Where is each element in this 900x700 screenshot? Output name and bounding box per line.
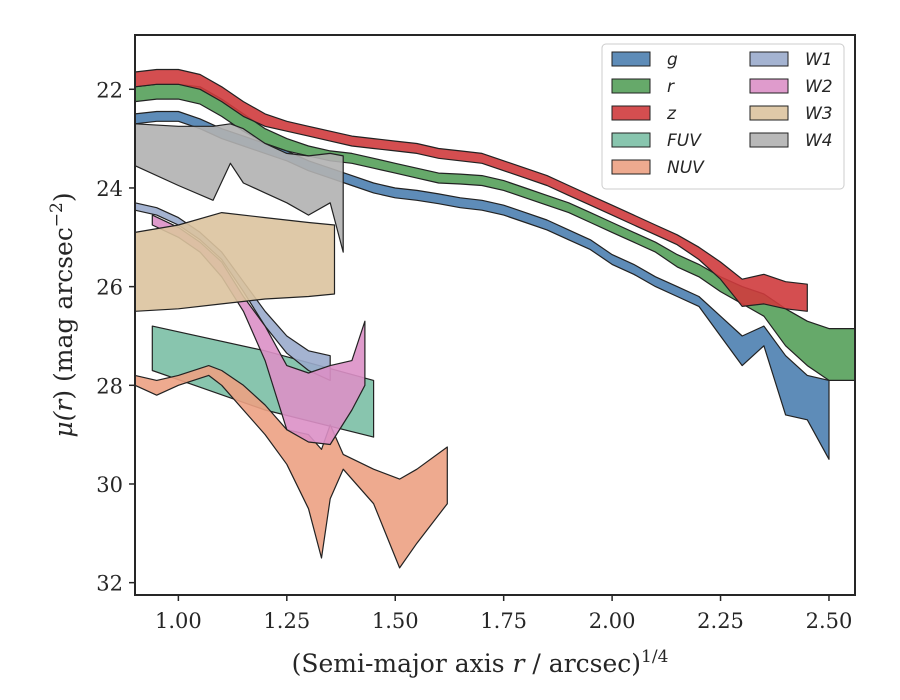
legend-swatch-w4 [749,132,789,148]
y-tick-label: 28 [96,374,123,398]
series-area-nuv [134,365,448,569]
series-area-g [134,110,830,460]
x-tick-label: 1.50 [372,609,419,633]
legend-label-w1: W1 [805,50,833,70]
y-axis-title-mu: μ( [49,410,78,437]
x-tick-label: 1.00 [155,609,202,633]
legend-swatch-w3 [749,105,789,121]
legend-swatch-r [611,78,651,94]
legend-label-nuv: NUV [667,158,705,178]
legend-swatch-g [611,51,651,67]
legend-swatch-w2 [749,78,789,94]
x-tick-label: 1.75 [480,609,527,633]
legend-label-z: z [666,104,677,124]
x-axis-title-var: r [513,649,527,678]
y-axis-title-mid: ) (mag arcsec [49,227,78,400]
legend-label-w2: W2 [805,77,833,97]
legend-swatch-w1 [749,51,789,67]
x-axis-title-unit: / arcsec) [524,649,641,678]
series-area-w4 [134,123,344,253]
y-tick-label: 22 [96,78,123,102]
series-area-w3 [134,212,336,312]
y-tick-label: 24 [96,177,123,201]
x-tick-label: 2.00 [589,609,636,633]
y-axis-title-end: ) [49,192,78,202]
legend-label-w3: W3 [805,104,833,124]
series-areas [134,68,856,569]
y-tick-label: 26 [96,276,123,300]
x-tick-label: 1.25 [263,609,310,633]
legend-swatch-fuv [611,132,651,148]
x-axis-ticks: 1.00 1.25 1.50 1.75 2.00 2.25 2.50 [155,595,852,633]
y-tick-label: 30 [96,473,123,497]
legend: grz FUV NUV W1 W2 W3 W4 [601,43,845,190]
legend-label-g: g [667,50,678,70]
legend-label-w4: W4 [805,131,833,151]
x-axis-title-sup: 1/4 [641,647,668,667]
x-axis-title: (Semi-major axis r / arcsec)1/4 [292,647,669,678]
y-axis-title-var: r [49,398,78,412]
x-axis-title-main: (Semi-major axis [292,649,513,678]
series-area-z [134,68,808,312]
y-axis-title: μ(r) (mag arcsec−2) [47,192,78,437]
legend-swatch-z [611,105,651,121]
x-tick-label: 2.50 [806,609,853,633]
y-tick-label: 32 [96,572,123,596]
legend-swatch-nuv [611,159,651,175]
legend-label-fuv: FUV [667,131,702,151]
legend-label-r: r [667,77,675,97]
y-axis-ticks: 22 24 26 28 30 32 [96,78,135,596]
y-axis-title-sup: −2 [47,202,67,227]
x-tick-label: 2.25 [697,609,744,633]
plot-frame [134,34,856,596]
